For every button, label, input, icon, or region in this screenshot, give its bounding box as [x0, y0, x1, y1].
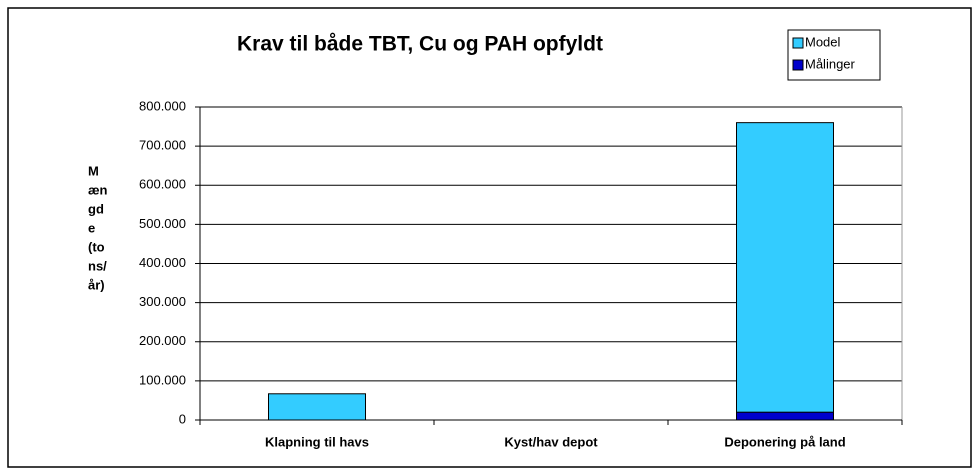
legend-swatch: [792, 37, 804, 49]
y-axis-label: ns/: [88, 258, 107, 273]
y-tick-label: 100.000: [139, 372, 186, 387]
y-tick-label: 500.000: [139, 216, 186, 231]
y-axis-label: (to: [88, 239, 105, 254]
y-axis-label: år): [88, 277, 105, 292]
bar-segment: [268, 393, 366, 421]
y-axis-label: æn: [88, 182, 108, 197]
y-axis-label: gd: [88, 201, 104, 216]
y-axis-label: M: [88, 163, 99, 178]
x-tick-label: Klapning til havs: [265, 434, 369, 449]
bar-segment: [736, 411, 834, 421]
legend-swatch: [792, 59, 804, 71]
chart-title: Krav til både TBT, Cu og PAH opfyldt: [237, 33, 603, 56]
bar-segment: [736, 122, 834, 413]
legend-label: Model: [805, 34, 841, 49]
legend-label: Målinger: [805, 56, 856, 71]
x-tick-label: Deponering på land: [724, 434, 845, 449]
y-axis-label: e: [88, 220, 95, 235]
y-tick-label: 600.000: [139, 177, 186, 192]
y-tick-label: 400.000: [139, 255, 186, 270]
y-tick-label: 300.000: [139, 294, 186, 309]
y-tick-label: 700.000: [139, 138, 186, 153]
y-tick-label: 200.000: [139, 333, 186, 348]
y-tick-label: 0: [179, 411, 186, 426]
y-tick-label: 800.000: [139, 98, 186, 113]
x-tick-label: Kyst/hav depot: [504, 434, 598, 449]
